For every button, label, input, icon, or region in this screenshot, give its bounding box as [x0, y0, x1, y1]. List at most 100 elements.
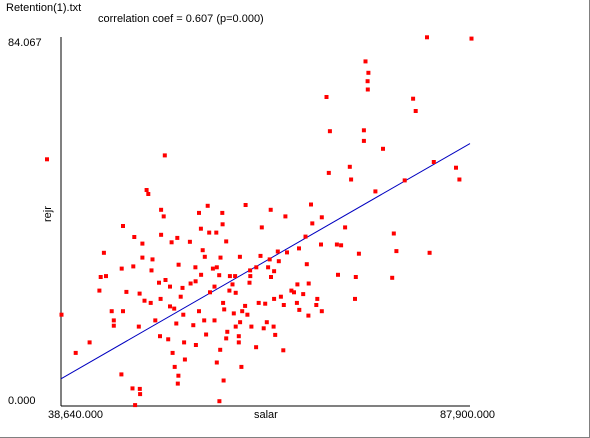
- data-point-53: [220, 210, 225, 215]
- data-point-49: [225, 329, 230, 334]
- data-point-154: [163, 278, 168, 282]
- data-point-113: [343, 225, 348, 230]
- data-point-125: [373, 189, 378, 194]
- data-point-72: [258, 253, 263, 258]
- data-point-159: [198, 226, 203, 231]
- data-point-122: [366, 70, 371, 75]
- data-point-57: [233, 324, 238, 329]
- data-point-20: [168, 304, 172, 309]
- data-point-157: [176, 262, 181, 267]
- data-point-51: [205, 203, 210, 208]
- data-point-142: [98, 275, 103, 279]
- x-tick-label-min: 38,640.000: [48, 409, 103, 421]
- data-point-134: [427, 250, 432, 255]
- data-point-181: [224, 239, 229, 244]
- data-point-94: [297, 307, 302, 312]
- data-point-143: [119, 266, 124, 271]
- data-point-124: [365, 87, 370, 92]
- data-point-65: [248, 274, 253, 279]
- data-point-97: [304, 262, 309, 267]
- data-point-119: [361, 138, 366, 143]
- x-tick-label-max: 87,900.000: [440, 409, 495, 421]
- data-point-37: [204, 332, 209, 337]
- data-point-184: [263, 301, 268, 306]
- data-point-18: [162, 153, 167, 158]
- data-point-62: [239, 364, 244, 369]
- data-point-176: [187, 239, 192, 244]
- data-point-168: [245, 312, 250, 317]
- data-point-107: [326, 170, 331, 175]
- data-point-24: [182, 340, 187, 345]
- data-point-116: [353, 296, 357, 301]
- data-point-54: [222, 307, 227, 312]
- data-point-69: [254, 345, 259, 350]
- data-point-71: [256, 300, 261, 305]
- data-point-1: [73, 350, 78, 355]
- data-point-115: [349, 177, 354, 182]
- data-point-45: [214, 360, 219, 365]
- data-point-136: [454, 165, 458, 170]
- data-point-147: [119, 372, 124, 377]
- y-tick-label-max: 84.067: [8, 37, 42, 49]
- data-point-86: [281, 303, 286, 307]
- data-point-59: [237, 254, 242, 259]
- data-point-68: [249, 324, 254, 329]
- data-point-130: [402, 178, 407, 183]
- data-point-89: [292, 290, 296, 295]
- data-point-11: [146, 192, 151, 196]
- data-point-182: [243, 303, 248, 308]
- data-point-96: [303, 234, 308, 239]
- data-point-127: [391, 231, 396, 236]
- data-point-106: [319, 215, 324, 220]
- data-point-66: [248, 268, 253, 273]
- data-point-150: [97, 288, 102, 293]
- data-point-64: [243, 203, 248, 207]
- data-point-183: [268, 207, 273, 212]
- data-point-129: [394, 249, 399, 254]
- data-point-60: [238, 320, 243, 325]
- data-point-83: [276, 259, 281, 264]
- data-point-133: [425, 35, 429, 40]
- data-point-28: [175, 381, 180, 386]
- data-point-13: [153, 318, 158, 323]
- data-point-178: [137, 386, 142, 391]
- regression-line: [60, 143, 471, 380]
- data-point-61: [236, 340, 241, 345]
- data-point-0: [59, 312, 64, 317]
- data-point-180: [159, 207, 164, 212]
- data-point-35: [193, 265, 198, 270]
- data-point-141: [104, 274, 108, 279]
- data-point-102: [314, 303, 319, 307]
- data-point-87: [285, 250, 289, 255]
- data-point-117: [356, 251, 361, 256]
- data-point-77: [269, 275, 273, 279]
- data-point-4: [130, 386, 135, 391]
- data-point-126: [381, 146, 385, 151]
- data-point-140: [111, 323, 116, 328]
- data-point-104: [319, 242, 323, 247]
- data-point-112: [339, 243, 344, 248]
- data-point-80: [272, 296, 277, 301]
- data-point-63: [240, 309, 245, 314]
- data-point-27: [158, 334, 162, 339]
- data-point-17: [161, 214, 166, 219]
- data-point-12: [149, 268, 154, 273]
- data-point-2: [87, 340, 92, 345]
- data-point-44: [218, 347, 223, 352]
- data-point-85: [281, 348, 286, 353]
- data-point-185: [264, 320, 269, 325]
- data-point-167: [233, 274, 238, 279]
- data-point-144: [124, 289, 129, 294]
- data-point-39: [202, 254, 207, 259]
- data-point-165: [214, 265, 219, 270]
- y-tick-label-min: 0.000: [8, 395, 36, 407]
- data-point-95: [301, 292, 306, 297]
- y-axis-label: rejr: [42, 206, 54, 222]
- data-point-84: [275, 249, 280, 254]
- data-point-8: [140, 241, 145, 246]
- data-points: [45, 35, 474, 408]
- x-axis-label: salar: [254, 409, 278, 421]
- data-point-31: [182, 357, 187, 362]
- data-point-139: [45, 157, 49, 162]
